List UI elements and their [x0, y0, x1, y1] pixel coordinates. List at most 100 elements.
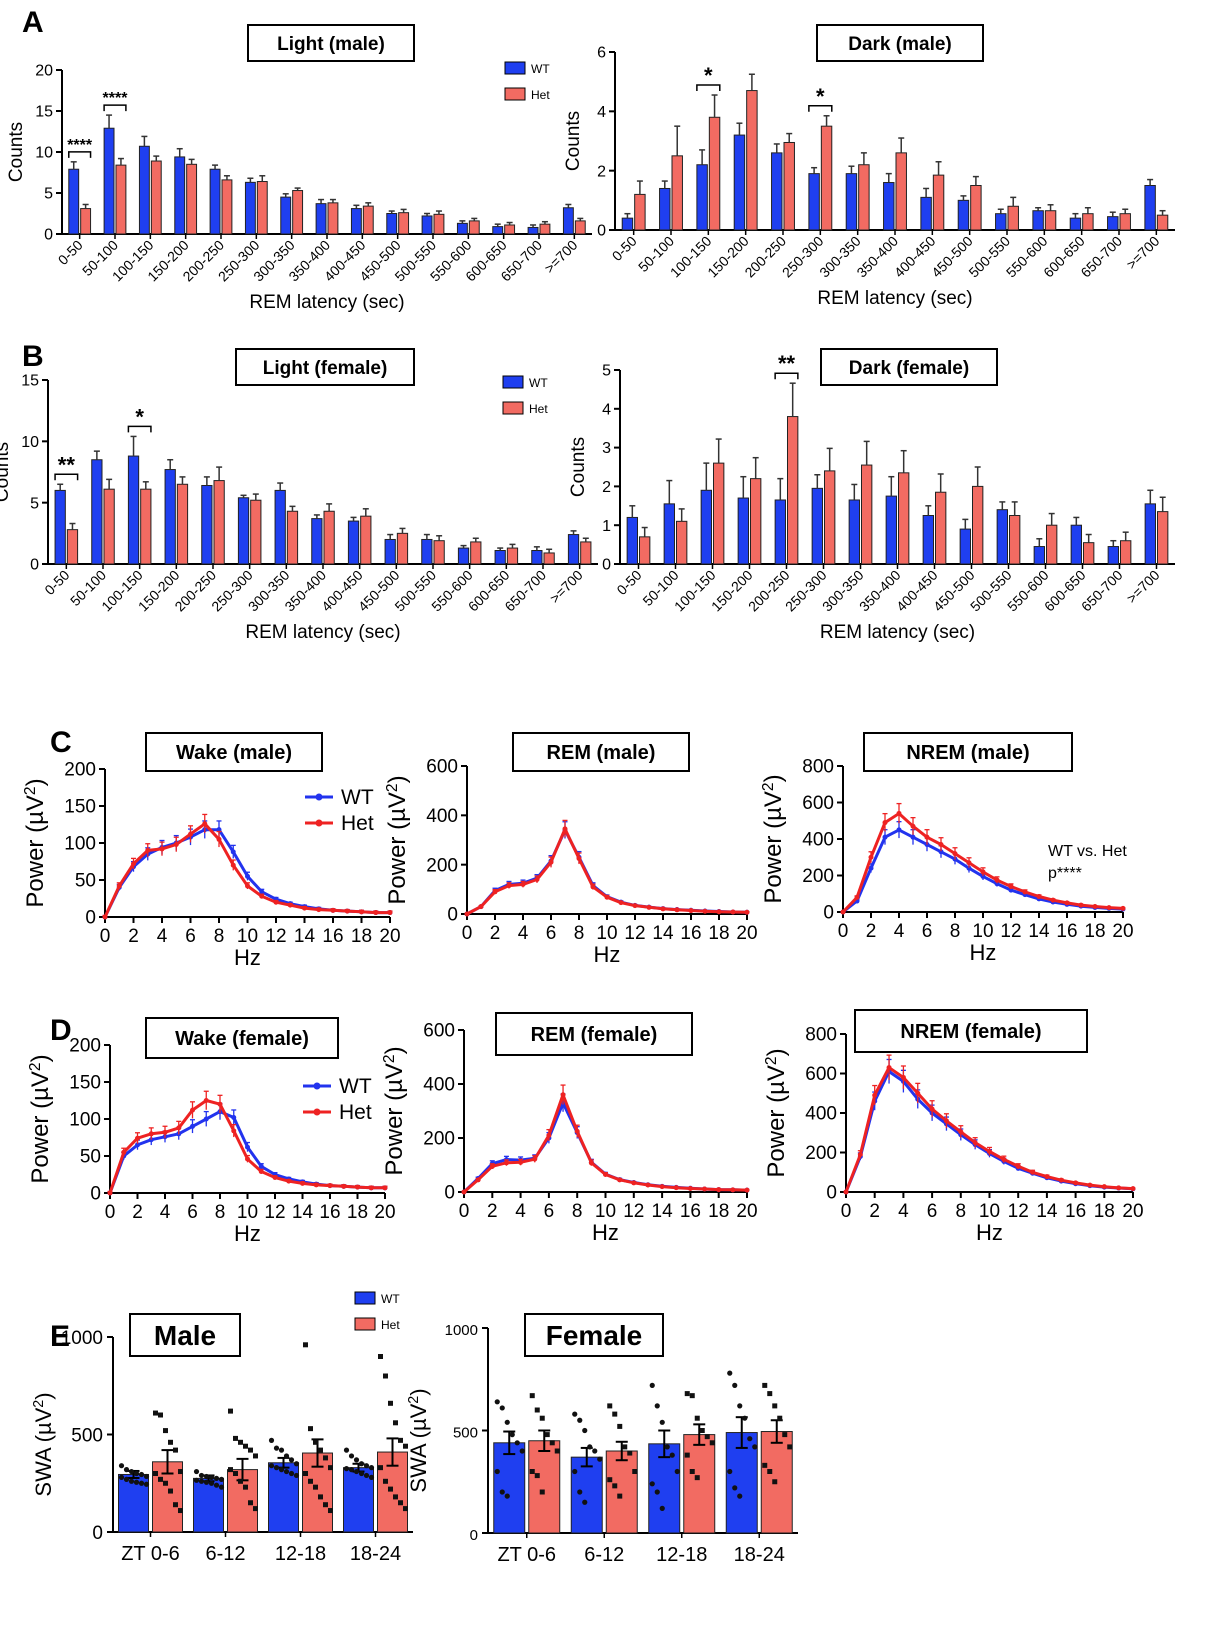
wt-data-point — [504, 1493, 510, 1499]
wt-data-point — [203, 1479, 210, 1485]
het-data-point — [383, 1478, 388, 1484]
het-data-point — [228, 1467, 233, 1473]
wt-bar — [493, 1442, 526, 1534]
chart-title-box — [863, 732, 1073, 772]
het-data-point — [767, 1469, 773, 1474]
x-tick-label: 650-700 — [1077, 233, 1125, 281]
het-data-point — [762, 1382, 768, 1388]
het-bar — [580, 541, 592, 565]
legend-label-het: Het — [381, 1318, 400, 1332]
wt-bar — [280, 196, 292, 235]
x-tick-label: 0 — [462, 923, 473, 944]
wt-data-point — [118, 1463, 125, 1469]
significance-bracket — [103, 104, 127, 112]
het-data-point — [303, 1342, 308, 1348]
chart-title: Wake (female) — [175, 1028, 309, 1050]
y-tick-label: 20 — [35, 63, 53, 80]
wt-data-point — [649, 1481, 655, 1487]
wt-data-point — [278, 1467, 285, 1473]
het-data-point — [253, 1453, 258, 1459]
wt-bar — [771, 152, 783, 231]
het-bar — [66, 529, 79, 565]
stat-annotation: p**** — [1048, 865, 1082, 882]
panel-letter-c: C — [50, 726, 72, 759]
het-data-point — [243, 1484, 248, 1490]
x-tick-label: 0 — [459, 1201, 470, 1222]
x-tick-label: ZT 0-6 — [497, 1544, 556, 1566]
wt-data-point — [213, 1475, 220, 1481]
wt-data-point — [353, 1457, 360, 1463]
het-data-point — [694, 1475, 700, 1481]
wt-bar — [1144, 503, 1157, 565]
wt-data-point — [597, 1456, 603, 1462]
y-tick-label: 0 — [470, 1527, 478, 1544]
x-axis-label: Hz — [594, 942, 621, 967]
wt-data-point — [654, 1403, 660, 1409]
wt-bar — [193, 1477, 224, 1533]
wt-data-point — [203, 1473, 210, 1480]
het-data-point — [529, 1469, 535, 1474]
y-tick-label: 200 — [426, 855, 458, 876]
het-data-point — [393, 1494, 398, 1500]
wt-bar — [885, 495, 898, 565]
het-bar — [708, 116, 721, 231]
x-tick-label: 6 — [544, 1201, 555, 1222]
x-tick-label: 8 — [214, 926, 225, 947]
het-bar — [1157, 511, 1169, 565]
wt-bar — [164, 469, 176, 565]
wt-data-point — [208, 1474, 215, 1480]
chart-title-box — [854, 1009, 1088, 1053]
het-bar — [433, 213, 445, 235]
het-data-point — [534, 1473, 540, 1479]
x-tick-label: 2 — [866, 921, 877, 942]
wt-data-point — [143, 1481, 150, 1487]
x-tick-label: 0-50 — [41, 567, 72, 598]
het-data-point — [248, 1500, 253, 1506]
y-axis-label: Power (µV2) — [763, 1048, 791, 1177]
y-tick-label: 5 — [44, 186, 53, 203]
x-tick-label: 6-12 — [584, 1544, 624, 1566]
het-bar — [935, 491, 947, 565]
x-axis-label: REM latency (sec) — [249, 292, 404, 313]
x-tick-label: 20 — [1122, 1201, 1143, 1222]
wt-bar — [733, 134, 746, 231]
wt-bar — [648, 1443, 681, 1534]
y-tick-label: 400 — [802, 830, 834, 851]
wt-data-point — [218, 1476, 225, 1482]
het-data-point — [704, 1434, 710, 1440]
legend-label-wt: WT — [531, 62, 550, 76]
x-tick-label: 14 — [1036, 1201, 1058, 1222]
het-bar — [506, 547, 519, 565]
y-tick-label: 800 — [805, 1025, 837, 1046]
x-tick-label: 18-24 — [350, 1543, 401, 1565]
het-data-point — [689, 1469, 695, 1474]
het-bar — [574, 220, 586, 235]
het-bar — [858, 164, 870, 231]
wt-bar — [127, 455, 140, 565]
het-bar — [824, 470, 836, 565]
het-bar — [362, 205, 374, 235]
het-bar — [433, 540, 445, 565]
x-axis-label: Hz — [592, 1220, 619, 1245]
chart-title: Wake (male) — [176, 742, 292, 764]
x-tick-label: 0 — [838, 921, 849, 942]
het-bar — [1120, 540, 1132, 565]
x-tick-label: 6 — [927, 1201, 938, 1222]
x-tick-label: 0 — [100, 926, 111, 947]
wt-bar — [1107, 216, 1119, 231]
wt-data-point — [368, 1465, 375, 1471]
het-data-point — [328, 1465, 333, 1471]
y-tick-label: 0 — [447, 905, 458, 926]
y-axis-label: Counts — [0, 442, 13, 502]
het-data-point — [168, 1488, 173, 1494]
wt-bar — [845, 173, 858, 231]
chart-title-box — [145, 1017, 339, 1059]
x-tick-label: 6 — [922, 921, 933, 942]
x-tick-label: 4 — [157, 926, 168, 947]
wt-bar — [1107, 546, 1120, 565]
wt-data-point — [499, 1405, 505, 1411]
het-bar — [972, 485, 984, 565]
het-data-point — [684, 1391, 690, 1397]
wt-data-point — [293, 1472, 300, 1479]
wt-data-point — [732, 1382, 738, 1388]
